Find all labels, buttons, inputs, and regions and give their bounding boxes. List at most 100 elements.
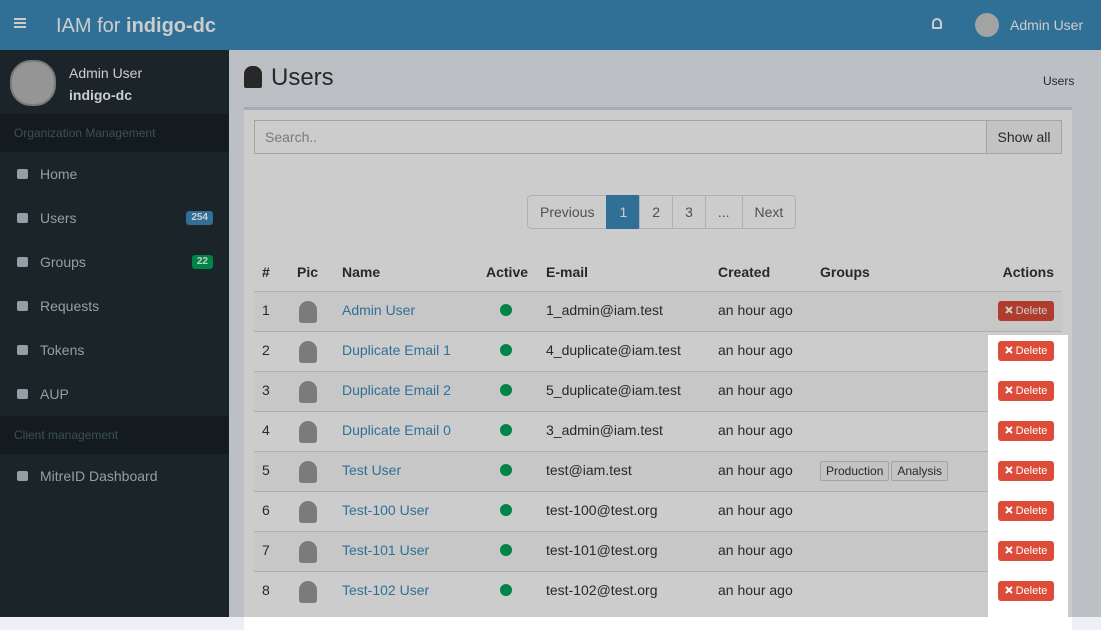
active-dot: [500, 464, 512, 476]
pagination: Previous 1 2 3... Next: [527, 195, 797, 229]
user-name[interactable]: Test-101 User: [342, 542, 430, 558]
menu-label: AUP: [40, 386, 69, 402]
delete-icon: [1004, 506, 1013, 514]
created: an hour ago: [718, 582, 793, 598]
page-title: Users: [271, 64, 334, 91]
user-name[interactable]: Duplicate Email 1: [342, 342, 451, 358]
menu-label: Home: [40, 166, 78, 182]
active-dot: [500, 544, 512, 556]
delete-button[interactable]: Delete: [998, 341, 1054, 361]
user-email: 4_duplicate@iam.test: [546, 342, 681, 358]
breadcrumb[interactable]: Users: [1043, 74, 1075, 88]
delete-icon: [1004, 466, 1013, 474]
groups: Production Analysis: [820, 461, 950, 481]
user-name[interactable]: Test-102 User: [342, 582, 430, 598]
table-row: [254, 331, 1062, 372]
active-dot: [500, 504, 512, 516]
delete-icon: [1004, 586, 1013, 594]
created: an hour ago: [718, 302, 793, 318]
created: an hour ago: [718, 342, 793, 358]
column-header: E-mail: [546, 264, 589, 280]
icon: [17, 301, 28, 311]
row-number: 1: [262, 302, 270, 318]
table-row: [254, 571, 1062, 612]
table-row: [254, 371, 1062, 412]
group-label[interactable]: Production: [820, 461, 890, 481]
active-dot: [500, 424, 512, 436]
menu-item[interactable]: AUP: [0, 372, 229, 416]
created: an hour ago: [718, 542, 793, 558]
page-icon: [244, 66, 262, 88]
header: IAM for indigo-dc Admin User: [0, 0, 1101, 50]
row-number: 4: [262, 422, 270, 438]
created: an hour ago: [718, 502, 793, 518]
row-number: 7: [262, 542, 270, 558]
user-pic: [299, 341, 317, 363]
delete-button[interactable]: Delete: [998, 301, 1054, 321]
delete-icon: [1004, 306, 1013, 314]
menu-item[interactable]: Home: [0, 152, 229, 196]
created: an hour ago: [718, 422, 793, 438]
menu-item[interactable]: MitreID Dashboard: [0, 454, 229, 498]
delete-button[interactable]: Delete: [998, 501, 1054, 521]
delete-button[interactable]: Delete: [998, 421, 1054, 441]
menu-item[interactable]: Requests: [0, 284, 229, 328]
row-number: 6: [262, 502, 270, 518]
user-pic: [299, 381, 317, 403]
row-number: 3: [262, 382, 270, 398]
user-email: 3_admin@iam.test: [546, 422, 663, 438]
delete-icon: [1004, 426, 1013, 434]
user-name[interactable]: Test-100 User: [342, 502, 430, 518]
created: an hour ago: [718, 382, 793, 398]
user-pic: [299, 301, 317, 323]
row-number: 5: [262, 462, 270, 478]
delete-label: Delete: [1015, 545, 1048, 557]
user-name[interactable]: Admin User: [342, 302, 416, 318]
page-link[interactable]: ...: [704, 195, 743, 229]
group-label[interactable]: Analysis: [891, 461, 949, 481]
user-email: test@iam.test: [546, 462, 632, 478]
active-dot: [500, 384, 512, 396]
brand[interactable]: IAM for indigo-dc: [56, 15, 216, 38]
user-pic: [299, 501, 317, 523]
menu-label: MitreID Dashboard: [40, 468, 158, 484]
header-user[interactable]: Admin User: [1010, 17, 1084, 33]
icon: [17, 257, 28, 267]
page-link[interactable]: Next: [741, 195, 797, 229]
table-row: [254, 491, 1062, 532]
delete-button[interactable]: Delete: [998, 541, 1054, 561]
delete-button[interactable]: Delete: [998, 461, 1054, 481]
delete-icon: [1004, 346, 1013, 354]
delete-button[interactable]: Delete: [998, 581, 1054, 601]
column-header: #: [262, 264, 270, 280]
column-header: Actions: [1002, 264, 1054, 280]
notifications[interactable]: [932, 18, 942, 29]
delete-label: Delete: [1015, 425, 1048, 437]
page-link[interactable]: Previous: [527, 195, 608, 229]
user-pic: [299, 461, 317, 483]
badge: 22: [191, 255, 213, 269]
menu-label: Requests: [40, 298, 100, 314]
badge: 254: [186, 211, 213, 225]
icon: [17, 345, 28, 355]
icon: [17, 389, 28, 399]
menu-item[interactable]: Tokens: [0, 328, 229, 372]
delete-button[interactable]: Delete: [998, 381, 1054, 401]
delete-label: Delete: [1015, 305, 1048, 317]
created: an hour ago: [718, 462, 793, 478]
user-name[interactable]: Duplicate Email 2: [342, 382, 451, 398]
user-name[interactable]: Duplicate Email 0: [342, 422, 451, 438]
column-header: Pic: [297, 264, 319, 280]
table-row: [254, 531, 1062, 572]
menu-label: Users: [40, 210, 77, 226]
delete-icon: [1004, 546, 1013, 554]
page-link[interactable]: 1: [606, 195, 641, 229]
menu-item[interactable]: Groups 22: [0, 240, 229, 284]
menu-item[interactable]: Users 254: [0, 196, 229, 240]
user-name: Admin User: [69, 65, 143, 81]
show-all-button[interactable]: Show all: [986, 120, 1062, 154]
user-email: test-101@test.org: [546, 542, 658, 558]
user-name[interactable]: Test User: [342, 462, 402, 478]
delete-icon: [1004, 386, 1013, 394]
menu-toggle[interactable]: [14, 18, 26, 20]
